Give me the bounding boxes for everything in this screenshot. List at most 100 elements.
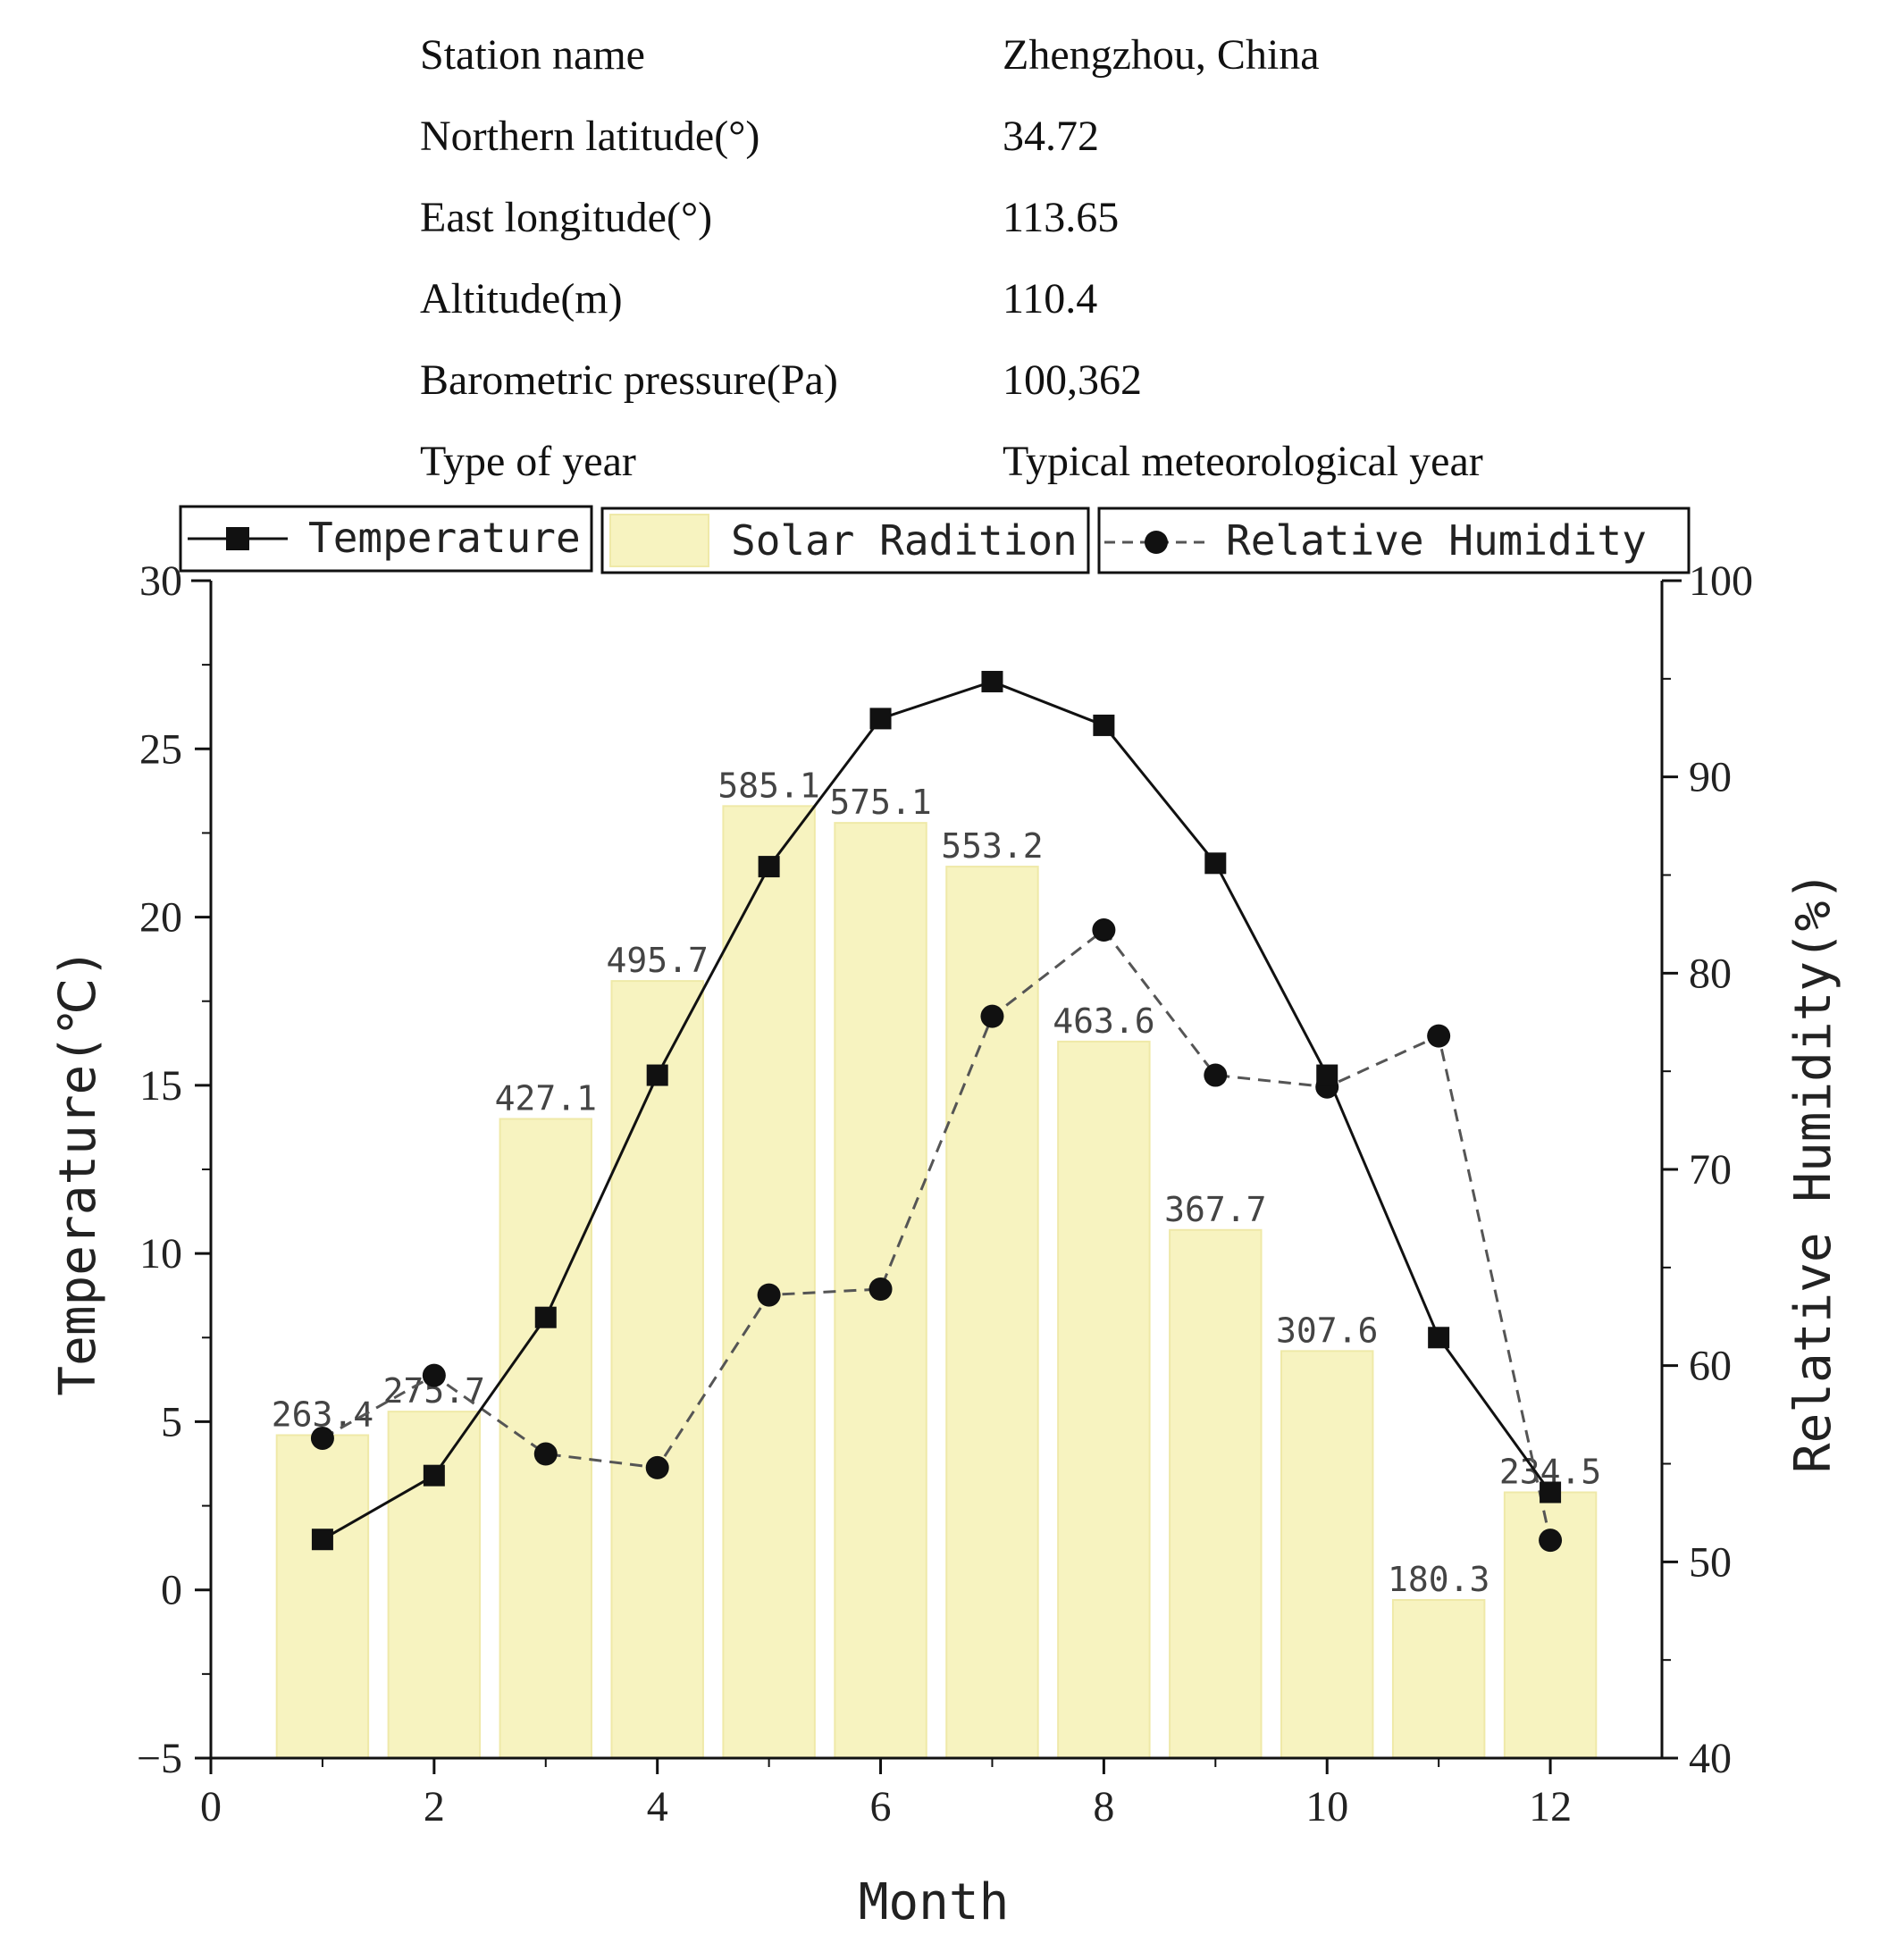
y-left-tick-label: 0: [161, 1567, 182, 1614]
info-row-pressure: Barometric pressure(Pa) 100,362: [0, 356, 1888, 427]
solar-bar-label: 463.6: [1053, 1001, 1154, 1041]
solar-bar: [387, 1411, 482, 1760]
y-left-tick-label: 15: [139, 1062, 182, 1110]
legend-temperature-label: Temperature: [308, 514, 581, 562]
temperature-point: [534, 1306, 557, 1328]
x-tick-label: 4: [647, 1783, 668, 1830]
solar-bar: [1280, 1350, 1374, 1759]
temperature-point: [981, 670, 1003, 692]
info-label: Barometric pressure(Pa): [420, 356, 838, 404]
info-label: East longitude(°): [420, 194, 713, 241]
solar-bar-label: 495.7: [606, 941, 708, 980]
solar-bar-label: 575.1: [829, 783, 931, 822]
x-tick-label: 10: [1305, 1783, 1348, 1830]
y-left-tick-label: 30: [139, 557, 182, 605]
y-left-tick-label: 10: [139, 1230, 182, 1277]
info-value: Typical meteorological year: [1003, 438, 1483, 485]
info-value: 100,362: [1003, 356, 1142, 404]
y-right-tick-label: 70: [1689, 1146, 1732, 1194]
solar-bars: [275, 805, 1598, 1760]
legend-box-humidity: [1097, 507, 1691, 574]
station-info-table: Station name Zhengzhou, China Northern l…: [0, 0, 1888, 500]
info-value: Zhengzhou, China: [1003, 31, 1320, 79]
info-label: Northern latitude(°): [420, 113, 760, 160]
y-right-tick-label: 50: [1689, 1538, 1732, 1586]
humidity-point: [757, 1283, 781, 1307]
info-row-station-name: Station name Zhengzhou, China: [0, 30, 1888, 102]
y-left-tick-label: 20: [139, 894, 182, 942]
temperature-point: [869, 708, 892, 730]
solar-bar-label: 427.1: [495, 1079, 597, 1118]
y-axis-right-label: Relative Humidity(%): [1784, 871, 1842, 1473]
x-tick-label: 8: [1093, 1783, 1114, 1830]
solar-bar: [1169, 1228, 1263, 1759]
temperature-point: [1540, 1481, 1562, 1504]
y-right-tick-label: 100: [1689, 557, 1753, 605]
legend-box-solar: [600, 507, 1090, 574]
y-right-tick-label: 60: [1689, 1343, 1732, 1390]
info-row-longitude: East longitude(°) 113.65: [0, 193, 1888, 264]
humidity-point: [422, 1363, 446, 1387]
humidity-point: [310, 1426, 334, 1450]
humidity-series: [310, 918, 1563, 1553]
temperature-point: [646, 1064, 668, 1086]
x-tick-label: 0: [200, 1783, 222, 1830]
temperature-line: [322, 680, 1552, 1541]
x-tick-label: 12: [1529, 1783, 1572, 1830]
temperature-point: [1428, 1327, 1450, 1349]
y-axis-left-label: Temperature(℃): [49, 948, 107, 1395]
temperature-series: [311, 670, 1562, 1551]
info-row-latitude: Northern latitude(°) 34.72: [0, 112, 1888, 183]
solar-bar: [275, 1434, 370, 1760]
temperature-point: [1093, 714, 1115, 736]
info-label: Station name: [420, 31, 645, 79]
humidity-point: [1204, 1063, 1228, 1087]
solar-bar: [1391, 1599, 1486, 1760]
axes: 0 2 4 6 8 10 12 −5 0 5 10 15 20 25 30 40 50 60 70 80 90 100: [137, 557, 1753, 1830]
legend: Temperature Solar Radition Relative Humi…: [179, 505, 1691, 574]
solar-bar: [722, 805, 816, 1759]
humidity-point: [868, 1277, 893, 1301]
y-left-tick-label: 25: [139, 725, 182, 773]
legend-solar-label: Solar Radition: [731, 516, 1078, 565]
info-label: Altitude(m): [420, 275, 623, 322]
info-value: 110.4: [1003, 275, 1098, 322]
humidity-point: [1427, 1024, 1451, 1048]
y-left-tick-label: −5: [137, 1735, 182, 1782]
temperature-point: [311, 1529, 333, 1551]
info-row-year-type: Type of year Typical meteorological year: [0, 437, 1888, 508]
solar-bar: [610, 980, 704, 1759]
temperature-point: [1316, 1064, 1338, 1086]
legend-temperature-marker: [226, 527, 249, 550]
temperature-point: [1204, 852, 1227, 875]
y-right-tick-label: 90: [1689, 754, 1732, 801]
humidity-point: [1539, 1529, 1563, 1553]
solar-bar: [499, 1118, 592, 1759]
x-axis-label: Month: [859, 1873, 1010, 1931]
humidity-line: [322, 927, 1552, 1541]
solar-bar: [1057, 1040, 1151, 1759]
y-left-tick-label: 5: [161, 1398, 182, 1445]
solar-bar-label: 180.3: [1388, 1560, 1489, 1599]
legend-humidity-label: Relative Humidity: [1226, 516, 1647, 565]
info-value: 34.72: [1003, 113, 1099, 160]
humidity-point: [980, 1004, 1004, 1028]
x-tick-label: 6: [870, 1783, 892, 1830]
x-tick-label: 2: [424, 1783, 445, 1830]
legend-solar-swatch: [609, 514, 709, 567]
info-row-altitude: Altitude(m) 110.4: [0, 274, 1888, 346]
humidity-point: [1092, 918, 1116, 942]
solar-bar: [945, 866, 1039, 1759]
info-value: 113.65: [1003, 194, 1120, 241]
legend-humidity-marker: [1145, 531, 1168, 554]
y-right-tick-label: 40: [1689, 1735, 1732, 1782]
y-right-tick-label: 80: [1689, 950, 1732, 997]
solar-bar-label: 307.6: [1276, 1311, 1378, 1350]
temperature-point: [423, 1464, 445, 1487]
humidity-point: [533, 1442, 558, 1466]
temperature-point: [758, 856, 780, 878]
info-label: Type of year: [420, 438, 636, 485]
solar-bar-label: 367.7: [1164, 1190, 1266, 1229]
